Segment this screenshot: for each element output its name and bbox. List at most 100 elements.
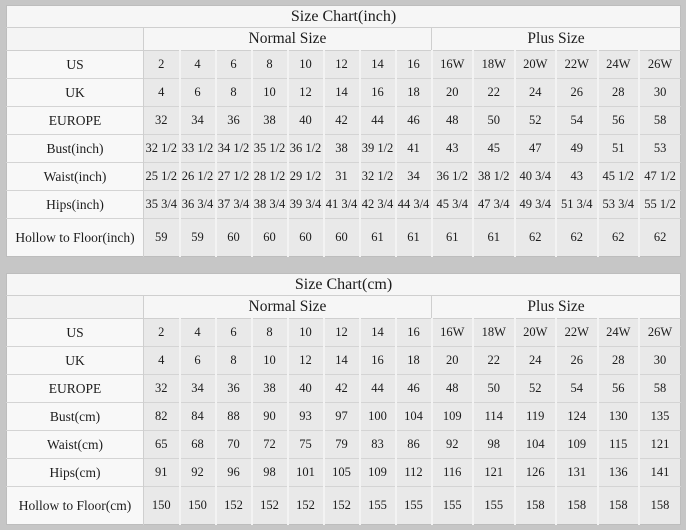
- size-cell: 150: [143, 486, 180, 525]
- size-cell: 158: [513, 486, 556, 525]
- corner-cell: [6, 27, 144, 51]
- size-cell: 6: [214, 318, 252, 347]
- size-cell: 152: [214, 486, 252, 525]
- size-cell: 34: [178, 106, 216, 135]
- size-cell: 92: [178, 458, 216, 487]
- row-label: US: [6, 318, 144, 347]
- size-cell: 39 1/2: [358, 134, 396, 163]
- size-cell: 14: [322, 78, 360, 107]
- size-cell: 75: [286, 430, 324, 459]
- size-cell: 158: [596, 486, 639, 525]
- table-row: Bust(inch) 32 1/2 33 1/2 34 1/2 35 1/2 36 1/2…: [6, 134, 681, 163]
- size-cell: 28: [596, 346, 639, 375]
- size-cell: 10: [250, 78, 288, 107]
- size-cell: 27 1/2: [214, 162, 252, 191]
- size-cell: 91: [143, 458, 180, 487]
- size-cell: 18W: [472, 50, 515, 79]
- size-cell: 16: [394, 318, 432, 347]
- size-cell: 36 1/2: [286, 134, 324, 163]
- size-cell: 32 1/2: [143, 134, 180, 163]
- size-cell: 49 3/4: [513, 190, 556, 219]
- size-cell: 18: [394, 78, 432, 107]
- size-cell: 45: [472, 134, 515, 163]
- size-cell: 18: [394, 346, 432, 375]
- size-cell: 158: [638, 486, 681, 525]
- table-row: UK 4 6 8 10 12 14 16 18 20 22 24 26 28 30: [6, 346, 681, 375]
- size-cell: 152: [322, 486, 360, 525]
- size-cell: 35 1/2: [250, 134, 288, 163]
- size-cell: 115: [596, 430, 639, 459]
- size-cell: 46: [394, 106, 432, 135]
- size-cell: 49: [555, 134, 598, 163]
- size-cell: 47: [513, 134, 556, 163]
- size-cell: 109: [430, 402, 473, 431]
- size-cell: 56: [596, 106, 639, 135]
- size-cell: 105: [322, 458, 360, 487]
- size-cell: 24: [513, 78, 556, 107]
- size-cell: 45 1/2: [596, 162, 639, 191]
- size-cell: 44 3/4: [394, 190, 432, 219]
- size-cell: 2: [143, 318, 180, 347]
- corner-cell: [6, 295, 144, 319]
- row-label: Hollow to Floor(cm): [6, 486, 144, 525]
- size-cell: 36 1/2: [430, 162, 473, 191]
- size-cell: 46: [394, 374, 432, 403]
- row-label: Waist(inch): [6, 162, 144, 191]
- size-cell: 55 1/2: [638, 190, 681, 219]
- size-cell: 50: [472, 374, 515, 403]
- size-cell: 18W: [472, 318, 515, 347]
- size-cell: 14: [358, 318, 396, 347]
- size-cell: 22W: [555, 50, 598, 79]
- size-cell: 36 3/4: [178, 190, 216, 219]
- size-cell: 16: [394, 50, 432, 79]
- size-cell: 93: [286, 402, 324, 431]
- size-cell: 92: [430, 430, 473, 459]
- table-row: EUROPE 32 34 36 38 40 42 44 46 48 50 52 54 56 58: [6, 374, 681, 403]
- size-cell: 38 1/2: [472, 162, 515, 191]
- size-cell: 56: [596, 374, 639, 403]
- table-row: Waist(inch) 25 1/2 26 1/2 27 1/2 28 1/2 29 1/…: [6, 162, 681, 191]
- size-cell: 8: [250, 318, 288, 347]
- table-row: Hips(cm) 91 92 96 98 101 105 109 112 116 121 126 131…: [6, 458, 681, 487]
- row-label: US: [6, 50, 144, 79]
- size-cell: 24: [513, 346, 556, 375]
- size-cell: 58: [638, 106, 681, 135]
- size-cell: 32: [143, 374, 180, 403]
- size-cell: 119: [513, 402, 556, 431]
- size-cell: 114: [472, 402, 515, 431]
- table-row: Hips(inch) 35 3/4 36 3/4 37 3/4 38 3/4 39 3/4…: [6, 190, 681, 219]
- size-cell: 12: [322, 318, 360, 347]
- size-cell: 83: [358, 430, 396, 459]
- size-cell: 40: [286, 374, 324, 403]
- size-cell: 131: [555, 458, 598, 487]
- size-cell: 90: [250, 402, 288, 431]
- size-cell: 61: [430, 218, 473, 257]
- table-title-row: Size Chart(inch): [6, 5, 681, 28]
- size-cell: 32 1/2: [358, 162, 396, 191]
- size-cell: 104: [394, 402, 432, 431]
- size-cell: 54: [555, 374, 598, 403]
- size-cell: 31: [322, 162, 360, 191]
- size-cell: 38 3/4: [250, 190, 288, 219]
- size-cell: 155: [358, 486, 396, 525]
- size-cell: 40 3/4: [513, 162, 556, 191]
- table-row: US 2 4 6 8 10 12 14 16 16W 18W 20W 22W 24W 26W: [6, 50, 681, 79]
- size-cell: 16: [358, 346, 396, 375]
- size-cell: 79: [322, 430, 360, 459]
- size-cell: 8: [250, 50, 288, 79]
- size-cell: 96: [214, 458, 252, 487]
- size-cell: 45 3/4: [430, 190, 473, 219]
- size-cell: 43: [430, 134, 473, 163]
- size-cell: 97: [322, 402, 360, 431]
- size-cell: 12: [286, 346, 324, 375]
- size-cell: 65: [143, 430, 180, 459]
- table-row: Hollow to Floor(cm) 150 150 152 152 152 152 155…: [6, 486, 681, 525]
- table-row: EUROPE 32 34 36 38 40 42 44 46 48 50 52 54 56 58: [6, 106, 681, 135]
- size-cell: 34: [178, 374, 216, 403]
- size-cell: 88: [214, 402, 252, 431]
- table-title: Size Chart(inch): [6, 5, 681, 28]
- size-cell: 61: [358, 218, 396, 257]
- size-cell: 47 3/4: [472, 190, 515, 219]
- size-cell: 26W: [638, 318, 681, 347]
- size-cell: 155: [430, 486, 473, 525]
